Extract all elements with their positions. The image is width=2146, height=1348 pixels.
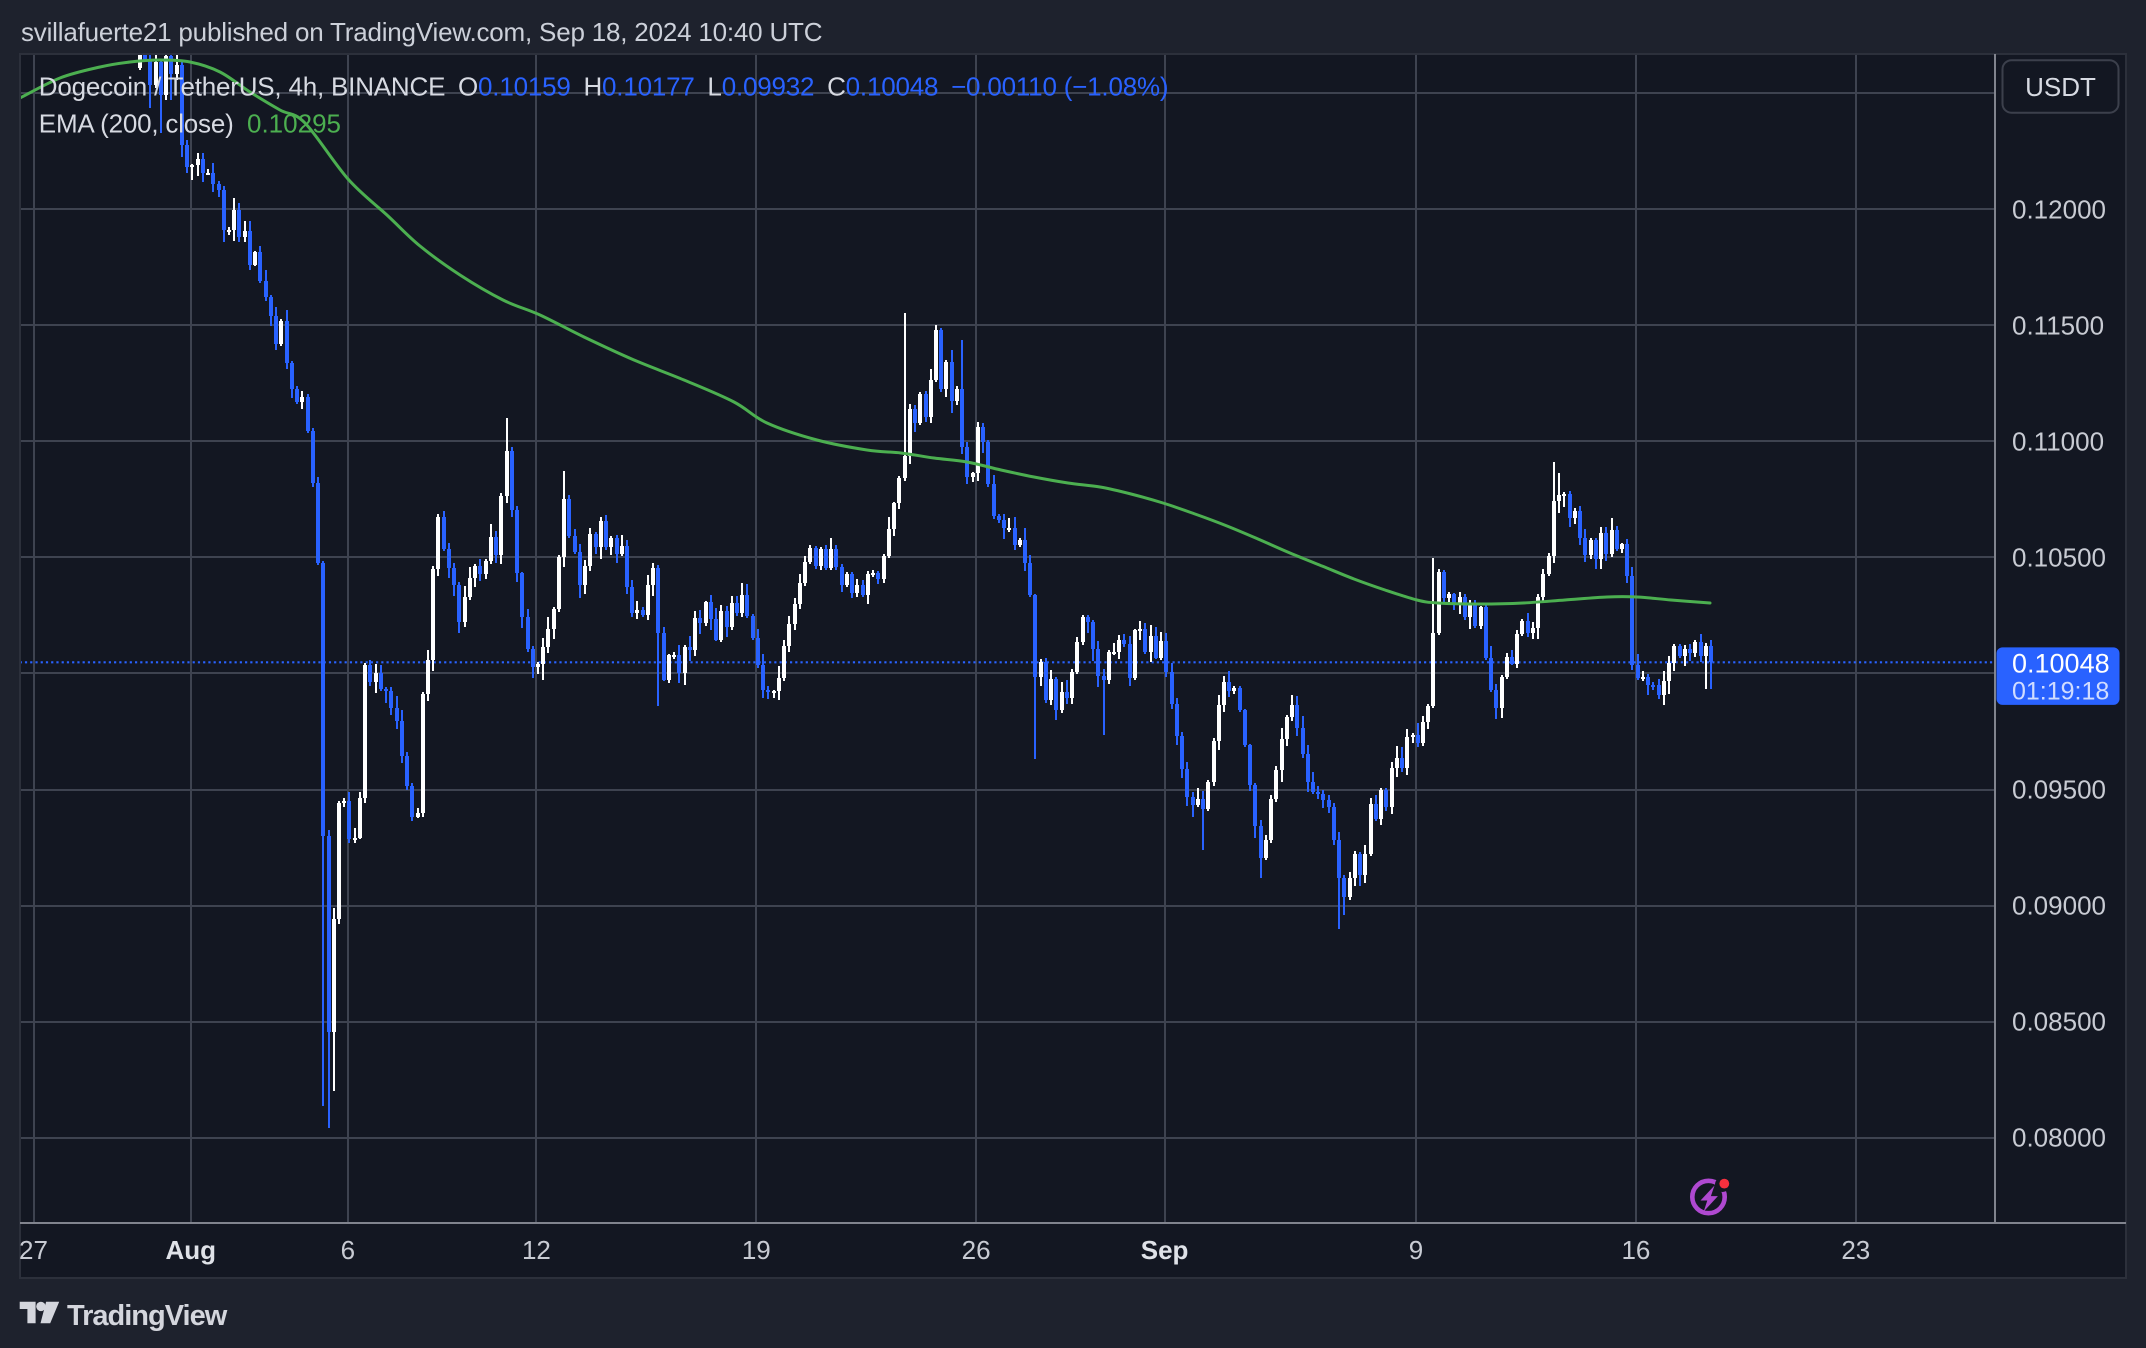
svg-text:0.12000: 0.12000 <box>2012 194 2106 224</box>
svg-text:16: 16 <box>1621 1235 1650 1265</box>
svg-text:23: 23 <box>1841 1235 1870 1265</box>
svg-text:6: 6 <box>341 1235 355 1265</box>
svg-text:12: 12 <box>522 1235 551 1265</box>
svg-text:19: 19 <box>742 1235 771 1265</box>
svg-text:0.11500: 0.11500 <box>2012 310 2104 340</box>
svg-text:0.10048: 0.10048 <box>2012 649 2110 679</box>
svg-text:0.08500: 0.08500 <box>2012 1007 2106 1037</box>
svg-text:01:19:18: 01:19:18 <box>2012 678 2109 706</box>
svg-text:0.09500: 0.09500 <box>2012 775 2106 805</box>
svg-text:0.09000: 0.09000 <box>2012 891 2106 921</box>
svg-text:0.10500: 0.10500 <box>2012 542 2106 572</box>
svg-text:26: 26 <box>962 1235 991 1265</box>
svg-text:svillafuerte21 published on Tr: svillafuerte21 published on TradingView.… <box>21 17 822 47</box>
svg-text:27: 27 <box>19 1235 48 1265</box>
svg-text:Aug: Aug <box>166 1235 217 1265</box>
svg-text:0.10295: 0.10295 <box>247 109 341 139</box>
svg-text:0.11000: 0.11000 <box>2012 426 2104 456</box>
svg-text:USDT: USDT <box>2025 72 2096 102</box>
svg-text:Sep: Sep <box>1141 1235 1189 1265</box>
svg-text:TradingView: TradingView <box>67 1300 228 1332</box>
svg-text:EMA (200, close): EMA (200, close) <box>39 109 234 139</box>
svg-text:Dogecoin / TetherUS, 4h, BINAN: Dogecoin / TetherUS, 4h, BINANCE O0.1015… <box>39 72 1169 102</box>
svg-text:9: 9 <box>1409 1235 1423 1265</box>
svg-text:0.08000: 0.08000 <box>2012 1123 2106 1153</box>
